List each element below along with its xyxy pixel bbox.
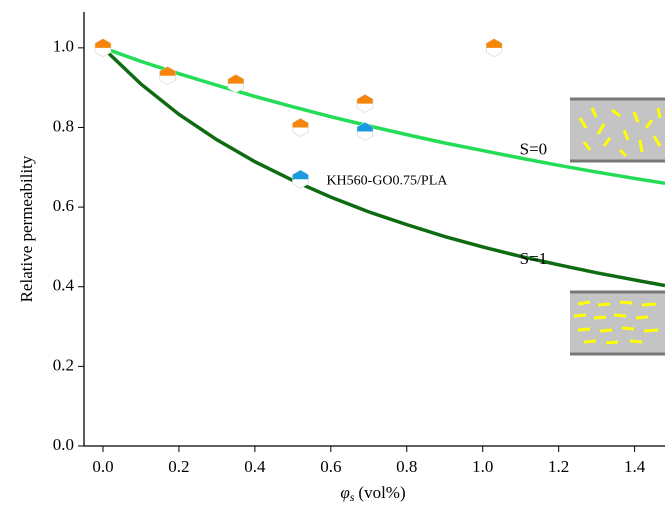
y-tick-label: 0.2 — [53, 355, 74, 374]
x-tick-label: 1.0 — [472, 457, 493, 476]
curve — [101, 46, 665, 288]
marker — [356, 121, 374, 141]
x-label-subscript: s — [350, 490, 355, 504]
x-tick-label: 0.4 — [244, 457, 266, 476]
marker — [292, 169, 309, 189]
marker — [159, 66, 176, 86]
x-tick-label: 1.2 — [548, 457, 569, 476]
curve-label: S=0 — [520, 139, 548, 158]
marker — [485, 38, 503, 58]
y-tick-label: 0.6 — [53, 196, 74, 215]
y-tick-label: 1.0 — [53, 37, 74, 56]
y-tick-label: 0.8 — [53, 116, 74, 135]
x-tick-label: 1.4 — [624, 457, 646, 476]
y-axis-label: Relative permeability — [17, 155, 36, 302]
y-tick-label: 0.0 — [53, 435, 74, 454]
inset-random — [570, 97, 665, 163]
point-label: KH560-GO0.75/PLA — [326, 173, 448, 188]
marker — [227, 74, 245, 94]
x-tick-label: 0.8 — [396, 457, 417, 476]
y-tick-label: 0.4 — [53, 276, 75, 295]
x-tick-label: 0.6 — [320, 457, 341, 476]
marker — [292, 118, 309, 137]
marker — [356, 94, 374, 114]
x-tick-label: 0.2 — [168, 457, 189, 476]
x-label-unit: (vol%) — [358, 483, 405, 502]
curve — [102, 46, 665, 185]
curve-label: S=1 — [520, 249, 548, 268]
x-axis-label: φs (vol%) — [340, 483, 405, 504]
x-tick-label: 0.0 — [92, 457, 113, 476]
inset-aligned — [570, 290, 665, 356]
x-label-symbol: φ — [340, 483, 349, 502]
marker — [94, 38, 112, 58]
